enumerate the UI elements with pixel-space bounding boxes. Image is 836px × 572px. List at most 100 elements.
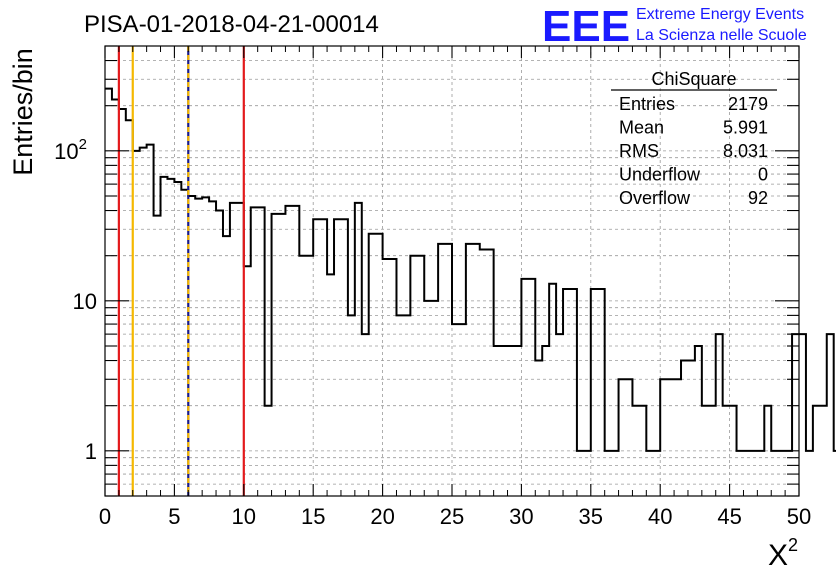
histogram-bin — [750, 451, 757, 496]
histogram-bin — [147, 145, 154, 496]
histogram-bin — [667, 379, 674, 496]
stats-row-label: Overflow — [619, 188, 691, 208]
histogram-bin — [334, 219, 341, 496]
x-tick-label: 45 — [717, 504, 741, 529]
histogram-bin — [195, 199, 202, 496]
histogram-bars — [105, 87, 836, 496]
eee-logo-line2: La Scienza nelle Scuole — [636, 27, 807, 44]
histogram-bin — [459, 324, 466, 496]
histogram-bin — [320, 219, 327, 496]
y-tick-labels: 1 10 102 — [54, 136, 97, 464]
histogram-bin — [737, 451, 744, 496]
histogram-bin — [535, 361, 542, 496]
histogram-bin — [792, 334, 799, 496]
histogram-bin — [292, 206, 299, 496]
histogram-bin — [487, 249, 494, 496]
histogram-bin — [619, 379, 626, 496]
x-tick-label: 25 — [440, 504, 464, 529]
histogram-bin — [549, 284, 556, 496]
stats-row-label: RMS — [619, 141, 659, 161]
histogram-bin — [417, 256, 424, 496]
histogram-bin — [730, 406, 737, 496]
histogram-outline — [105, 87, 836, 452]
histogram-bin — [612, 451, 619, 496]
y-axis-label: Entries/bin — [8, 48, 38, 176]
histogram-bin — [681, 361, 688, 496]
histogram-bin — [521, 279, 528, 496]
x-tick-label: 0 — [99, 504, 111, 529]
histogram-bin — [285, 206, 292, 496]
histogram-bin — [438, 244, 445, 496]
histogram-bin — [653, 451, 660, 496]
histogram-bin — [355, 203, 362, 496]
histogram-bin — [251, 207, 258, 496]
histogram-bin — [556, 334, 563, 496]
histogram-bin — [140, 148, 147, 496]
histogram-bin — [494, 346, 501, 496]
histogram-bin — [639, 406, 646, 496]
histogram-bin — [279, 214, 286, 496]
histogram-bin — [272, 214, 279, 496]
x-tick-label: 10 — [232, 504, 256, 529]
histogram-bin — [771, 451, 778, 496]
histogram-bin — [806, 451, 813, 496]
histogram-bin — [702, 406, 709, 496]
histogram-bin — [591, 289, 598, 496]
histogram-bin — [452, 324, 459, 496]
y-tick-label: 102 — [54, 136, 87, 164]
x-tick-label: 50 — [787, 504, 811, 529]
stats-row-label: Mean — [619, 118, 664, 138]
eee-logo-mark: EEE — [542, 2, 630, 51]
histogram-bin — [161, 177, 168, 496]
histogram-bin — [209, 201, 216, 496]
histogram-bin — [327, 274, 334, 496]
x-tick-label: 15 — [301, 504, 325, 529]
histogram-bin — [820, 406, 827, 496]
histogram-bin — [396, 315, 403, 496]
histogram-bin — [313, 219, 320, 496]
x-tick-label: 30 — [509, 504, 533, 529]
histogram-bin — [605, 451, 612, 496]
histogram-bin — [827, 334, 834, 496]
histogram-bin — [501, 346, 508, 496]
stats-row-value: 92 — [748, 188, 768, 208]
reference-lines — [117, 46, 245, 496]
histogram-bin — [431, 301, 438, 496]
histogram-bin — [626, 379, 633, 496]
x-tick-label: 35 — [579, 504, 603, 529]
histogram-bin — [369, 234, 376, 496]
histogram-bin — [563, 289, 570, 496]
eee-logo: EEE Extreme Energy Events La Scienza nel… — [542, 2, 807, 51]
histogram-bin — [466, 244, 473, 496]
histogram-bin — [216, 211, 223, 496]
histogram-bin — [577, 451, 584, 496]
histogram-bin — [646, 451, 653, 496]
stats-row-value: 2179 — [728, 94, 768, 114]
x-tick-label: 5 — [168, 504, 180, 529]
histogram-bin — [230, 203, 237, 496]
histogram-bin — [424, 301, 431, 496]
histogram-bin — [383, 259, 390, 496]
x-tick-labels: 0 5 10 15 20 25 30 35 40 45 50 — [99, 504, 811, 529]
histogram-bin — [348, 315, 355, 496]
histogram-bin — [674, 379, 681, 496]
histogram-bin — [542, 346, 549, 496]
y-tick-label: 1 — [85, 439, 97, 464]
histogram-bin — [688, 361, 695, 496]
histogram-bin — [723, 406, 730, 496]
histogram-bin — [514, 346, 521, 496]
x-tick-label: 40 — [648, 504, 672, 529]
histogram-bin — [764, 406, 771, 496]
stats-box: ChiSquare Entries 2179 Mean 5.991 RMS 8.031 Un… — [611, 69, 777, 208]
histogram-bin — [299, 256, 306, 496]
histogram-bin — [410, 256, 417, 496]
histogram-bin — [757, 451, 764, 496]
grid — [105, 45, 799, 497]
stats-title: ChiSquare — [651, 69, 736, 89]
eee-logo-line1: Extreme Energy Events — [636, 6, 804, 23]
histogram-bin — [473, 244, 480, 496]
histogram-bin — [105, 89, 112, 496]
axis-ticks — [104, 45, 800, 497]
histogram-bin — [778, 451, 785, 496]
